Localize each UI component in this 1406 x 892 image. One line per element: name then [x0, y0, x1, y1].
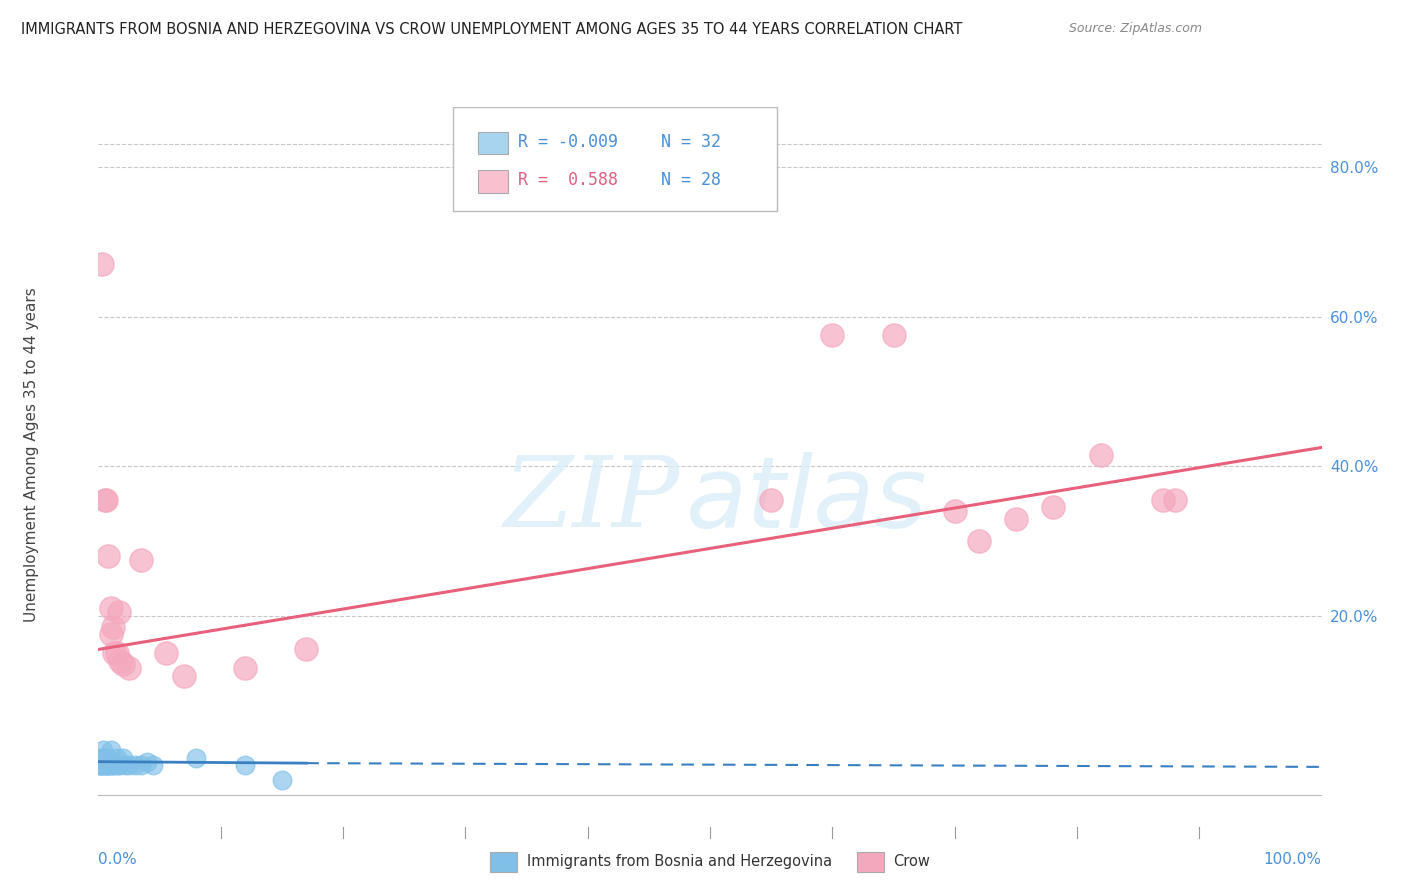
- Point: [107, 758, 129, 772]
- Text: R = -0.009: R = -0.009: [517, 133, 619, 151]
- Point: [142, 758, 165, 772]
- Point: [1164, 492, 1187, 507]
- Text: IMMIGRANTS FROM BOSNIA AND HERZEGOVINA VS CROW UNEMPLOYMENT AMONG AGES 35 TO 44 : IMMIGRANTS FROM BOSNIA AND HERZEGOVINA V…: [21, 22, 963, 37]
- Point: [91, 758, 114, 772]
- Point: [233, 661, 256, 675]
- Point: [100, 743, 122, 757]
- Text: N = 32: N = 32: [661, 133, 721, 151]
- Point: [101, 758, 124, 772]
- FancyBboxPatch shape: [489, 853, 517, 872]
- Text: 0.0%: 0.0%: [98, 852, 138, 866]
- Point: [111, 751, 134, 765]
- FancyBboxPatch shape: [453, 107, 778, 211]
- Point: [96, 751, 118, 765]
- Text: 100.0%: 100.0%: [1264, 852, 1322, 866]
- Text: Crow: Crow: [894, 855, 931, 870]
- FancyBboxPatch shape: [856, 853, 884, 872]
- Text: N = 28: N = 28: [661, 171, 721, 189]
- Point: [1152, 492, 1174, 507]
- Point: [1090, 448, 1112, 462]
- Point: [967, 533, 990, 548]
- Point: [87, 758, 110, 772]
- Point: [186, 751, 208, 765]
- Point: [100, 627, 122, 641]
- Text: Immigrants from Bosnia and Herzegovina: Immigrants from Bosnia and Herzegovina: [526, 855, 832, 870]
- Text: ZIP: ZIP: [503, 452, 679, 548]
- Point: [129, 758, 152, 772]
- Point: [103, 646, 125, 660]
- Point: [1042, 500, 1064, 515]
- Point: [233, 758, 256, 772]
- Point: [93, 751, 115, 765]
- Point: [110, 654, 132, 668]
- Point: [98, 758, 121, 772]
- Point: [97, 549, 120, 563]
- Point: [96, 758, 118, 772]
- Point: [136, 755, 159, 769]
- Point: [124, 758, 146, 772]
- Point: [129, 552, 152, 566]
- Point: [118, 758, 141, 772]
- Point: [1004, 511, 1026, 525]
- Point: [90, 751, 112, 765]
- Text: Source: ZipAtlas.com: Source: ZipAtlas.com: [1069, 22, 1202, 36]
- FancyBboxPatch shape: [478, 170, 508, 193]
- Point: [89, 758, 111, 772]
- Text: R =  0.588: R = 0.588: [517, 171, 619, 189]
- Point: [94, 758, 117, 772]
- Point: [761, 492, 783, 507]
- Point: [111, 657, 134, 672]
- Point: [100, 758, 122, 772]
- Point: [93, 758, 115, 772]
- Point: [108, 758, 131, 772]
- Point: [93, 492, 115, 507]
- Point: [155, 646, 177, 660]
- Point: [105, 646, 128, 660]
- Point: [821, 328, 844, 343]
- Point: [270, 773, 294, 788]
- Point: [105, 751, 128, 765]
- Point: [91, 257, 114, 271]
- Point: [91, 751, 114, 765]
- Point: [883, 328, 905, 343]
- Point: [108, 605, 131, 619]
- Point: [295, 642, 318, 657]
- FancyBboxPatch shape: [478, 132, 508, 154]
- Point: [173, 668, 195, 682]
- Point: [90, 758, 112, 772]
- Point: [94, 492, 117, 507]
- Point: [100, 601, 122, 615]
- Point: [91, 743, 114, 757]
- Point: [118, 661, 141, 675]
- Point: [114, 758, 136, 772]
- Point: [97, 758, 120, 772]
- Point: [943, 504, 966, 518]
- Point: [101, 620, 124, 634]
- Text: atlas: atlas: [686, 451, 927, 549]
- Point: [91, 758, 114, 772]
- Text: Unemployment Among Ages 35 to 44 years: Unemployment Among Ages 35 to 44 years: [24, 287, 38, 623]
- Point: [103, 758, 125, 772]
